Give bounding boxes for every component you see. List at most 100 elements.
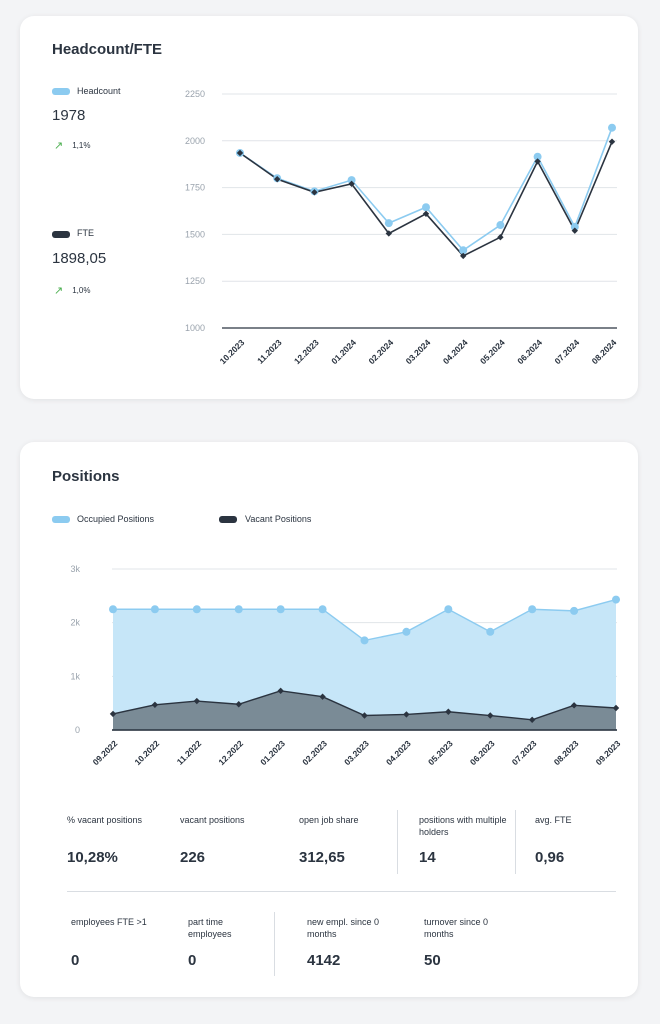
- y-tick-label: 2000: [185, 136, 205, 146]
- data-point: [571, 227, 578, 234]
- data-point: [360, 636, 369, 645]
- data-point: [318, 605, 327, 614]
- data-point: [533, 152, 542, 161]
- series-line: [239, 127, 613, 252]
- x-tick-label: 12.2022: [216, 738, 245, 767]
- kpi-vacant-pct-label: % vacant positions: [67, 815, 143, 825]
- fte-value: 1898,05: [52, 250, 107, 267]
- y-tick-label: 2k: [70, 618, 80, 628]
- data-point: [384, 219, 393, 228]
- data-point: [459, 246, 468, 255]
- vacant-legend-label: Vacant Positions: [245, 514, 312, 524]
- data-point: [192, 605, 201, 614]
- data-point: [150, 605, 159, 614]
- x-tick-label: 12.2023: [292, 337, 321, 366]
- data-point: [311, 189, 318, 196]
- series-line: [239, 141, 613, 257]
- x-tick-label: 08.2024: [590, 337, 619, 366]
- data-point: [528, 716, 536, 724]
- data-point: [444, 605, 453, 614]
- data-point: [193, 697, 201, 705]
- x-tick-label: 03.2023: [342, 738, 371, 767]
- data-point: [608, 123, 616, 132]
- kpi-open-job-share-label: open job share: [299, 815, 359, 825]
- x-tick-label: 02.2023: [300, 738, 329, 767]
- kpi-part-time-label: part time employees: [188, 917, 232, 939]
- kpi-part-time-value: 0: [188, 952, 197, 969]
- occupied-legend-swatch: [52, 516, 70, 523]
- kpi-employees-fte-label: employees FTE >1: [71, 917, 147, 927]
- fte-legend-label: FTE: [77, 228, 94, 238]
- data-point: [422, 210, 430, 218]
- x-tick-label: 02.2024: [366, 337, 395, 366]
- card-title: Headcount/FTE: [52, 41, 163, 58]
- kpi-turnover-label: turnover since 0 months: [424, 917, 489, 939]
- data-point: [403, 711, 410, 718]
- x-tick-label: 01.2024: [329, 337, 358, 366]
- data-point: [274, 175, 281, 183]
- x-tick-label: 11.2022: [175, 738, 204, 767]
- x-tick-label: 06.2024: [515, 337, 544, 366]
- kpi-vacant-positions-label: vacant positions: [180, 815, 245, 825]
- x-tick-label: 07.2024: [552, 337, 581, 366]
- y-tick-label: 1250: [185, 276, 205, 286]
- data-point: [570, 222, 579, 231]
- vacant-legend-swatch: [219, 516, 237, 523]
- x-tick-label: 11.2023: [255, 337, 284, 366]
- y-tick-label: 2250: [185, 89, 205, 99]
- data-point: [236, 149, 244, 157]
- x-tick-label: 08.2023: [552, 738, 581, 767]
- series-area: [113, 690, 616, 730]
- kpi-multiple-holders-value: 14: [419, 849, 436, 866]
- kpi-new-empl-label: new empl. since 0 months: [307, 917, 380, 939]
- kpi-turnover-value: 50: [424, 952, 441, 969]
- data-point: [422, 203, 430, 212]
- kpi-new-empl-value: 4142: [307, 952, 341, 969]
- x-tick-label: 07.2023: [510, 738, 539, 767]
- x-tick-label: 05.2024: [478, 337, 507, 366]
- headcount-trend: ↗ 1,1%: [54, 139, 90, 152]
- kpi-vacant-pct-value: 10,28%: [67, 849, 118, 866]
- trend-up-arrow-icon: ↗: [54, 140, 64, 152]
- x-tick-label: 04.2023: [384, 738, 413, 767]
- kpi-avg-fte-value: 0,96: [535, 849, 565, 866]
- data-point: [487, 712, 494, 719]
- x-tick-label: 10.2023: [218, 337, 247, 366]
- fte-trend: ↗ 1,0%: [54, 284, 90, 297]
- kpi-open-job-share-value: 312,65: [299, 849, 345, 866]
- y-tick-label: 1500: [185, 229, 205, 239]
- kpi-multiple-holders-label: positions with multiple holders: [419, 815, 507, 837]
- headcount-value: 1978: [52, 107, 86, 124]
- headcount-legend-swatch: [52, 88, 70, 95]
- kpi-employees-fte-value: 0: [71, 952, 80, 969]
- headcount-fte-line-chart: 2250 2000 1750 1500 1250 1000 10.2023 11.2023 12…: [185, 89, 619, 366]
- data-point: [347, 176, 356, 185]
- kpi-vacant-positions-value: 226: [180, 849, 206, 866]
- y-tick-label: 1000: [185, 323, 205, 333]
- x-tick-label: 05.2023: [426, 738, 455, 767]
- data-point: [486, 627, 495, 636]
- data-point: [528, 605, 537, 614]
- y-tick-label: 1k: [70, 671, 80, 681]
- x-tick-label: 01.2023: [258, 738, 287, 767]
- data-point: [570, 606, 579, 615]
- card-title: Positions: [52, 468, 120, 485]
- occupied-legend-label: Occupied Positions: [77, 514, 155, 524]
- positions-area-chart: 3k 2k 1k 0 09.2022 10.2022 11.2022 12.2022 01.20…: [70, 564, 623, 767]
- x-tick-label: 10.2022: [133, 738, 162, 767]
- y-tick-label: 3k: [70, 564, 80, 574]
- kpi-divider: [515, 810, 516, 874]
- data-point: [109, 605, 117, 614]
- x-tick-label: 09.2023: [594, 738, 623, 767]
- data-point: [497, 234, 504, 241]
- data-point: [608, 138, 616, 145]
- positions-card: Positions Occupied Positions Vacant Posi…: [20, 442, 638, 997]
- x-tick-label: 03.2024: [404, 337, 433, 366]
- data-point: [402, 627, 411, 636]
- data-point: [570, 702, 578, 709]
- data-point: [348, 180, 355, 188]
- data-point: [534, 158, 541, 165]
- kpi-divider: [274, 912, 275, 976]
- trend-up-arrow-icon: ↗: [54, 285, 64, 297]
- kpi-divider: [397, 810, 398, 874]
